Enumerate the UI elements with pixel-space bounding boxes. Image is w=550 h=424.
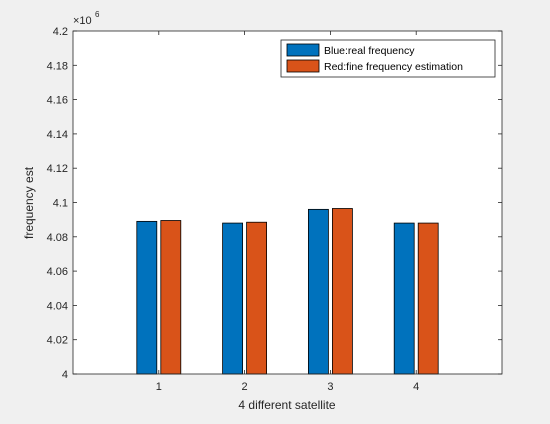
- bar-series-1-cat-3: [307, 208, 329, 375]
- x-tick-label: 3: [327, 381, 333, 393]
- y-tick-label: 4: [62, 369, 68, 381]
- y-exponent-base: ×10: [73, 15, 92, 27]
- bar-series-2-cat-4: [417, 222, 439, 375]
- legend-swatch-2: [286, 59, 320, 73]
- legend-label-1: Blue:real frequency: [324, 45, 415, 57]
- x-tick-label: 2: [242, 381, 248, 393]
- y-tick-label: 4.1: [53, 198, 68, 210]
- y-tick-label: 4.18: [47, 60, 68, 72]
- x-tick-label: 1: [156, 381, 162, 393]
- y-tick-label: 4.14: [47, 129, 68, 141]
- y-tick-label: 4.08: [47, 232, 68, 244]
- y-tick-label: 4.12: [47, 163, 68, 175]
- legend: Blue:real frequency Red:fine frequency es…: [280, 39, 496, 78]
- bar-series-2-cat-3: [331, 208, 353, 375]
- legend-label-2: Red:fine frequency estimation: [324, 61, 463, 73]
- y-tick-label: 4.06: [47, 266, 68, 278]
- y-tick-label: 4.16: [47, 95, 68, 107]
- y-tick-label: 4.04: [47, 300, 68, 312]
- ticks-group: 4 4.02 4.04 4.06 4.08 4.1 4.12 4.14 4.16 4.18 4.2 1…: [47, 26, 502, 393]
- bar-series-2-cat-2: [246, 221, 268, 375]
- y-tick-label: 4.2: [53, 26, 68, 38]
- bar-series-1-cat-2: [222, 222, 244, 375]
- x-tick-label: 4: [413, 381, 419, 393]
- bar-series-2-cat-1: [160, 220, 182, 375]
- x-axis-title: 4 different satellite: [238, 398, 335, 412]
- y-tick-label: 4.02: [47, 335, 68, 347]
- y-axis-title: frequency est: [22, 166, 36, 239]
- bar-series-1-cat-1: [136, 220, 158, 375]
- bar-series-1-cat-4: [393, 222, 415, 375]
- y-exponent-power: 6: [95, 10, 100, 19]
- legend-swatch-1: [286, 43, 320, 57]
- bars-group: [136, 208, 439, 375]
